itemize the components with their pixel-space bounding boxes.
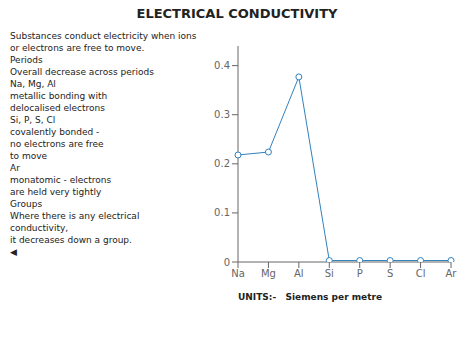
html-text:Substances conduct electricity: Substances conduct electricity when ions <box>10 31 197 41</box>
svg-text:Ar: Ar <box>446 268 458 279</box>
html-text:delocalised electrons: delocalised electrons <box>10 103 105 113</box>
html-text:Groups: Groups <box>10 199 43 209</box>
html-text:no electrons are free: no electrons are free <box>10 139 104 149</box>
html-text:monatomic - electrons: monatomic - electrons <box>10 175 112 185</box>
html-text:Ar: Ar <box>10 163 20 173</box>
svg-text:S: S <box>387 268 393 279</box>
html-text:to move: to move <box>10 151 47 161</box>
svg-text:0: 0 <box>224 257 230 268</box>
html-text:are held very tightly: are held very tightly <box>10 187 102 197</box>
html-text:UNITS:- Siemens per metre: UNITS:- Siemens per metre <box>238 292 382 302</box>
html-text:covalently bonded -: covalently bonded - <box>10 127 100 137</box>
svg-text:Si: Si <box>325 268 334 279</box>
html-text:Overall decrease across period: Overall decrease across periods <box>10 67 154 77</box>
svg-text:0.1: 0.1 <box>214 207 230 218</box>
html-text:metallic bonding with: metallic bonding with <box>10 91 108 101</box>
html-text:Na, Mg, Al: Na, Mg, Al <box>10 79 56 89</box>
svg-text:Al: Al <box>294 268 304 279</box>
svg-text:P: P <box>357 268 363 279</box>
html-text:Si, P, S, Cl: Si, P, S, Cl <box>10 115 56 125</box>
html-text:ELECTRICAL CONDUCTIVITY: ELECTRICAL CONDUCTIVITY <box>136 6 338 21</box>
svg-text:0.4: 0.4 <box>214 60 230 71</box>
svg-text:Mg: Mg <box>261 268 276 279</box>
svg-text:Cl: Cl <box>416 268 426 279</box>
html-text:Periods: Periods <box>10 55 43 65</box>
html-text:or electrons are free to move.: or electrons are free to move. <box>10 43 145 53</box>
svg-text:0.2: 0.2 <box>214 158 230 169</box>
svg-text:Na: Na <box>231 268 245 279</box>
svg-text:0.3: 0.3 <box>214 109 230 120</box>
html-text:Where there is any electrical: Where there is any electrical conductivi… <box>10 211 143 233</box>
html-text:it decreases down a group.: it decreases down a group. <box>10 235 132 245</box>
